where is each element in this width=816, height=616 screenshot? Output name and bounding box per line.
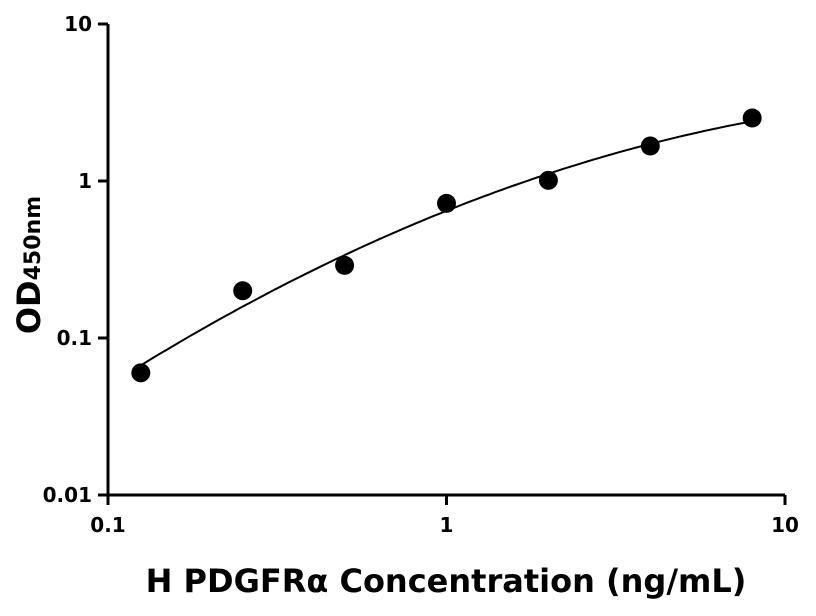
data-point	[437, 193, 456, 213]
data-point	[131, 363, 151, 383]
y-tick-label: 0.1	[57, 326, 92, 350]
data-point	[640, 136, 660, 156]
y-tick-label: 1	[78, 169, 92, 193]
y-tick-label: 10	[64, 12, 92, 36]
svg-text:OD450nm: OD450nm	[10, 196, 48, 334]
y-axis-label-sub: 450nm	[21, 196, 46, 281]
axes: 0.1 1 10 0.01 0.1 1 10	[43, 12, 799, 537]
fit-curve	[140, 120, 753, 367]
x-tick-label: 1	[440, 513, 454, 537]
y-axis-label: OD450nm	[10, 196, 48, 334]
data-point	[538, 170, 558, 190]
y-axis-label-main: OD	[10, 280, 48, 334]
data-point	[335, 255, 355, 275]
data-point	[233, 281, 253, 301]
data-points	[131, 108, 762, 383]
data-point	[742, 108, 762, 128]
x-tick-label: 0.1	[90, 513, 125, 537]
x-axis-label: H PDGFRα Concentration (ng/mL)	[146, 562, 747, 600]
y-tick-label: 0.01	[43, 483, 92, 507]
x-tick-label: 10	[771, 513, 799, 537]
